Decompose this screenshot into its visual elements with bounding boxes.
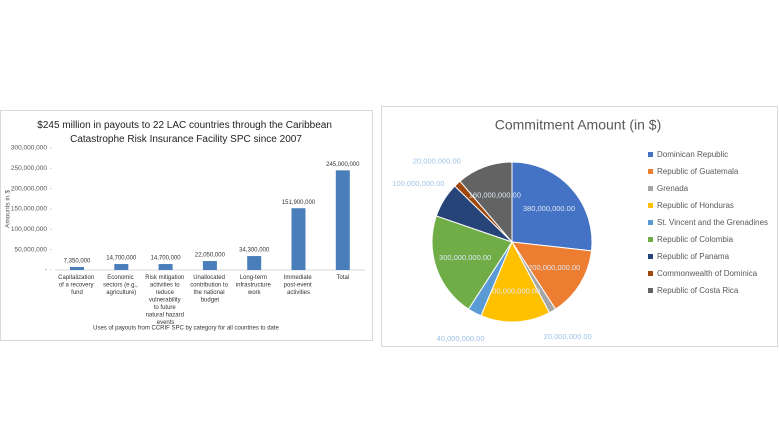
legend-label: Republic of Panama [657, 252, 730, 261]
y-tick-label: 250,000,000 [11, 165, 48, 172]
value-label: 200,000,000.00 [488, 287, 540, 296]
legend-label: Republic of Costa Rica [657, 286, 739, 295]
x-tick-label: Total [336, 275, 349, 281]
value-label: 7,350,000 [64, 259, 91, 265]
value-label: 300,000,000.00 [439, 253, 491, 262]
legend-label: Republic of Colombia [657, 235, 734, 244]
legend-label: Dominican Republic [657, 150, 728, 159]
legend-swatch [648, 271, 653, 276]
legend-swatch [648, 203, 653, 208]
value-label: 160,000,000.00 [469, 190, 521, 199]
legend-swatch [648, 152, 653, 157]
legend-label: Commonwealth of Dominica [657, 269, 758, 278]
value-label: 245,000,000 [326, 162, 360, 168]
y-tick-label: 50,000,000 [14, 246, 47, 253]
legend-label: Republic of Honduras [657, 201, 734, 210]
legend-swatch [648, 237, 653, 242]
bar [247, 256, 262, 270]
pie-slice [431, 215, 513, 310]
bar [114, 264, 129, 270]
value-label: 20,000,000.00 [413, 157, 461, 166]
y-tick-label: 150,000,000 [11, 206, 48, 213]
value-label: 22,050,000 [195, 253, 226, 259]
value-label: 380,000,000.00 [523, 204, 575, 213]
legend-swatch [648, 288, 653, 293]
bar-panel [0, 110, 373, 341]
x-tick-label: Immediate post-event activities [284, 275, 314, 296]
y-tick-label: 300,000,000 [11, 145, 48, 152]
pie-slice [511, 161, 593, 252]
pie-slice [480, 240, 551, 323]
value-label: 20,000,000.00 [544, 332, 592, 341]
bar [70, 267, 84, 270]
legend-swatch [648, 220, 653, 225]
pie-slice [459, 161, 513, 244]
y-tick-label: 100,000,000 [11, 226, 48, 233]
bar [335, 170, 350, 270]
y-tick-label: - [45, 267, 47, 274]
bar [158, 264, 173, 270]
legend-label: Grenada [657, 184, 689, 193]
x-axis-label: Uses of payouts from CCRIF SPC by catego… [93, 326, 279, 332]
x-tick-label: Economic sectors (e.g., agriculture) [103, 275, 139, 296]
value-label: 14,700,000 [106, 256, 137, 262]
bar [291, 208, 306, 270]
x-tick-label: Risk mitigation activities to reduce vul… [145, 275, 186, 326]
legend-swatch [648, 186, 653, 191]
pie-slice [511, 241, 593, 310]
y-axis-label: Amounts in $ [5, 190, 12, 228]
value-label: 200,000,000.00 [528, 263, 580, 272]
chart-title: $245 million in payouts to 22 LAC countr… [37, 120, 334, 145]
legend-swatch [648, 169, 653, 174]
legend-label: Republic of Guatemala [657, 167, 739, 176]
chart-title: Commitment Amount (in $) [495, 117, 662, 133]
y-tick-label: 200,000,000 [11, 185, 48, 192]
x-tick-label: Unallocated contribution to the national… [190, 275, 229, 304]
value-label: 151,900,000 [282, 200, 316, 206]
x-tick-label: Capitalization of a recovery fund [58, 275, 96, 296]
value-label: 34,300,000 [239, 248, 270, 254]
legend-label: St. Vincent and the Grenadines [657, 218, 768, 227]
x-tick-label: Long-term infrastructure work [236, 275, 273, 296]
value-label: 14,700,000 [151, 256, 182, 262]
value-label: 100,000,000.00 [392, 179, 444, 188]
bar [202, 261, 217, 270]
legend-swatch [648, 254, 653, 259]
value-label: 40,000,000.00 [437, 334, 485, 343]
